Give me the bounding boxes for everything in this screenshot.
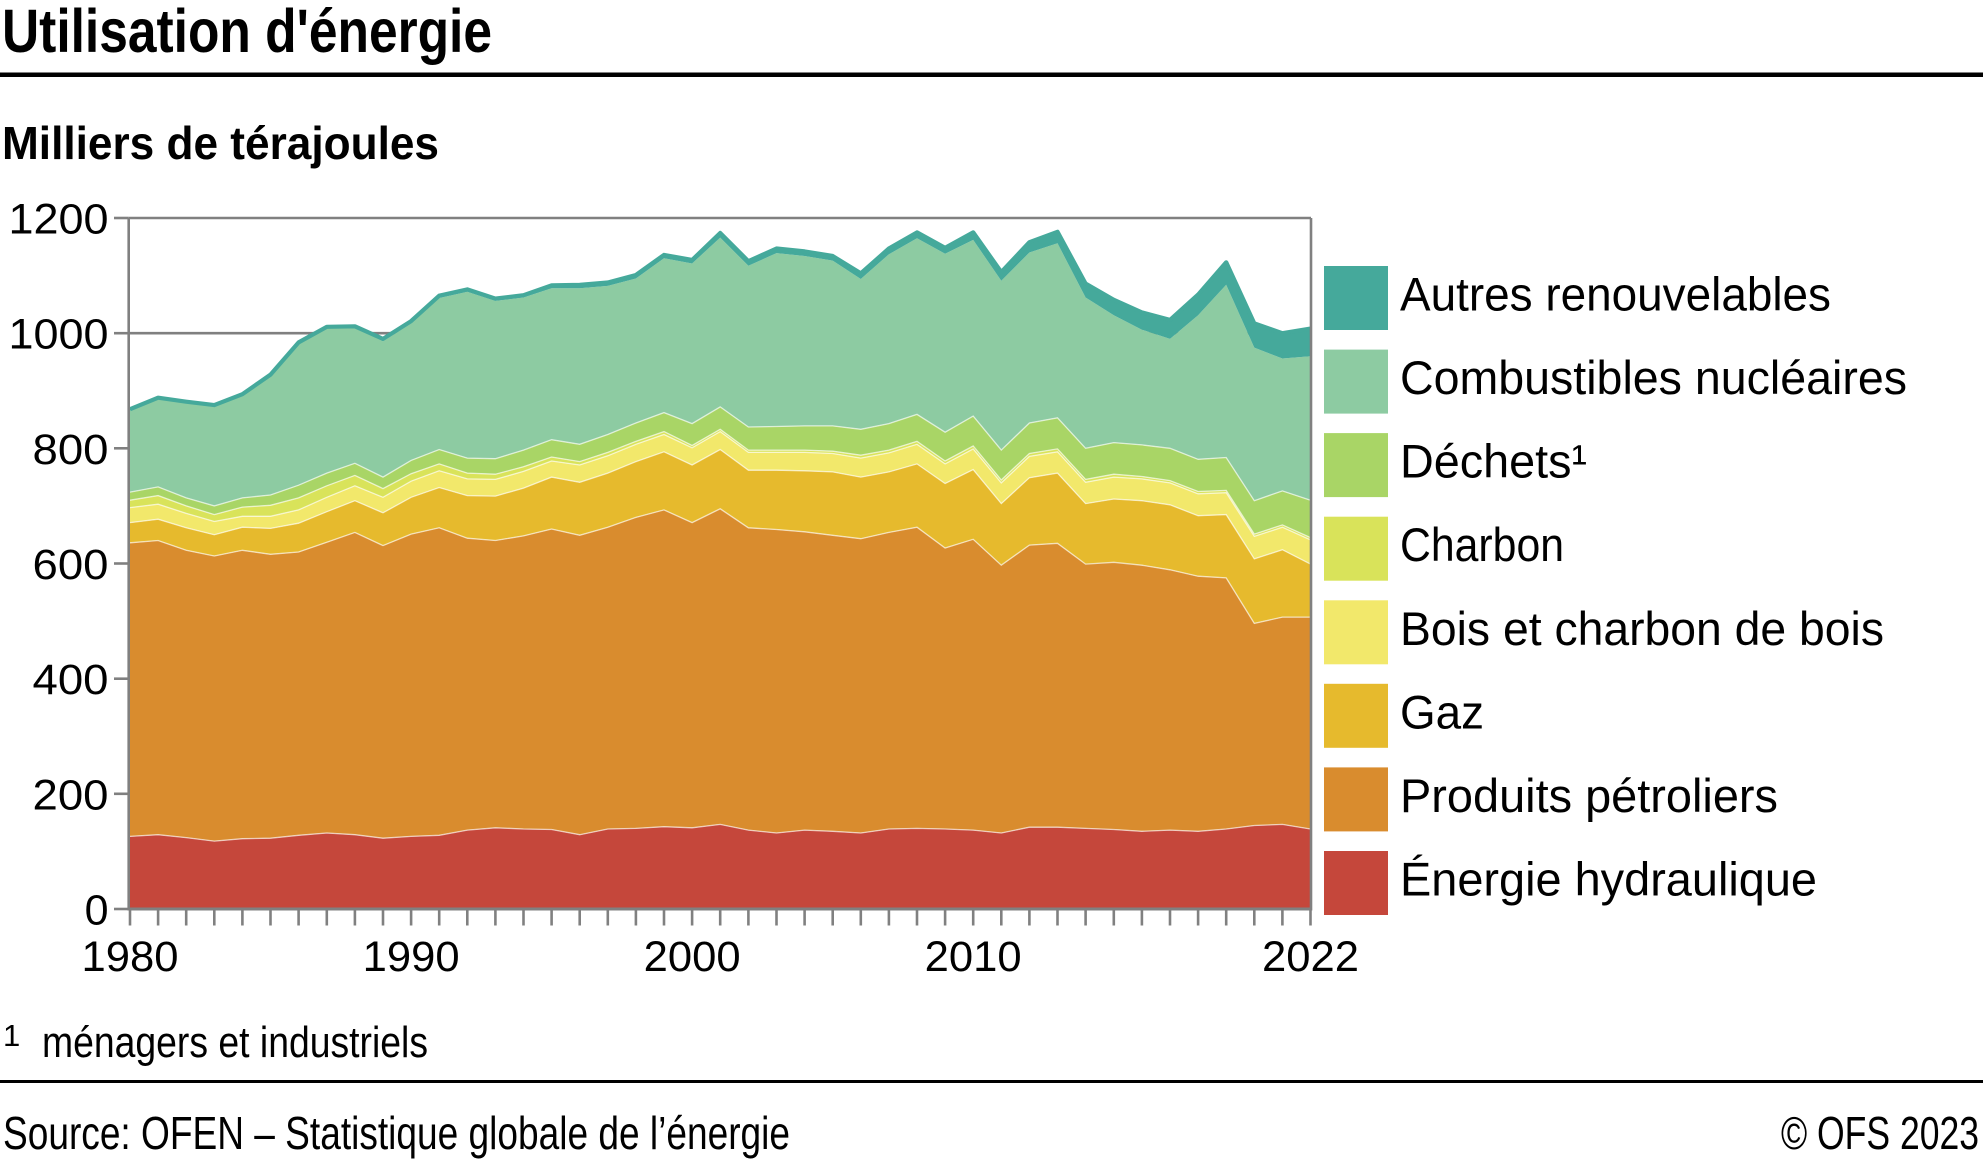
svg-text:1000: 1000 xyxy=(9,311,109,359)
svg-text:Source: OFEN – Statistique glo: Source: OFEN – Statistique globale de l’… xyxy=(3,1107,790,1159)
svg-text:2000: 2000 xyxy=(644,933,741,981)
svg-text:1980: 1980 xyxy=(82,933,179,981)
svg-text:Énergie hydraulique: Énergie hydraulique xyxy=(1400,853,1817,906)
svg-text:0: 0 xyxy=(85,887,109,935)
svg-text:600: 600 xyxy=(33,541,109,589)
svg-text:1200: 1200 xyxy=(9,196,109,244)
svg-text:200: 200 xyxy=(33,771,109,819)
svg-text:400: 400 xyxy=(33,656,109,704)
svg-text:ménagers et industriels: ménagers et industriels xyxy=(42,1018,428,1067)
svg-text:1: 1 xyxy=(3,1018,20,1053)
svg-text:Bois et charbon de bois: Bois et charbon de bois xyxy=(1400,602,1884,655)
svg-text:Autres renouvelables: Autres renouvelables xyxy=(1400,268,1831,321)
svg-text:Déchets¹: Déchets¹ xyxy=(1400,435,1587,488)
svg-text:Utilisation d'énergie: Utilisation d'énergie xyxy=(2,0,492,65)
svg-text:Milliers de térajoules: Milliers de térajoules xyxy=(2,117,439,169)
svg-text:800: 800 xyxy=(33,426,109,474)
svg-text:© OFS 2023: © OFS 2023 xyxy=(1781,1107,1979,1159)
svg-text:Gaz: Gaz xyxy=(1400,685,1484,738)
svg-text:Combustibles nucléaires: Combustibles nucléaires xyxy=(1400,351,1907,404)
svg-text:2022: 2022 xyxy=(1262,933,1359,981)
svg-text:Charbon: Charbon xyxy=(1400,518,1564,571)
svg-text:2010: 2010 xyxy=(925,933,1022,981)
svg-text:Produits pétroliers: Produits pétroliers xyxy=(1400,769,1778,822)
svg-text:1990: 1990 xyxy=(363,933,460,981)
